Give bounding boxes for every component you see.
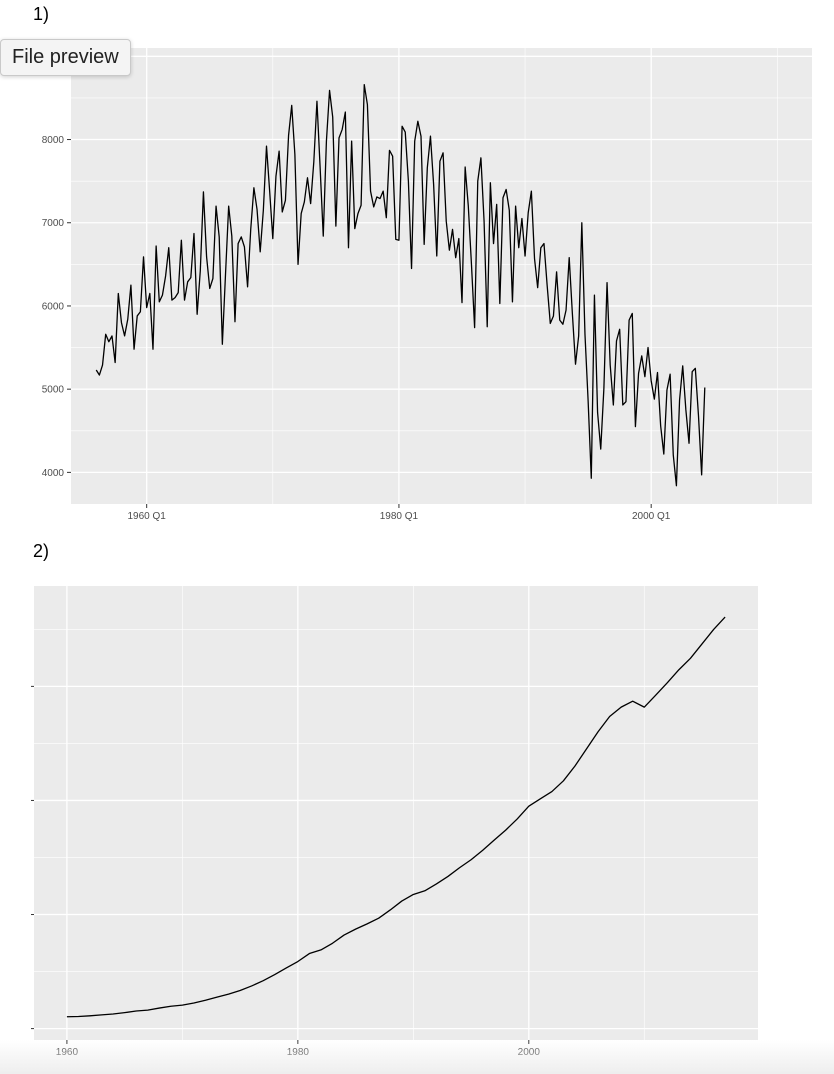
x-tick-label: 1980 Q1	[380, 511, 419, 522]
y-tick-label: 6000	[42, 301, 65, 312]
plot-2-label: 2)	[33, 541, 50, 561]
x-tick-label: 2000 Q1	[632, 511, 671, 522]
y-tick-label: 5000	[42, 385, 65, 396]
chart-1: 1960 Q1 1980 Q1 2000 Q1 4000 5000 6000 7000 800…	[42, 48, 812, 522]
file-preview-tooltip: File preview	[0, 39, 131, 76]
x-tick-label: 1980	[287, 1047, 310, 1058]
x-tick-label: 2000	[518, 1047, 541, 1058]
y-tick-label: 8000	[42, 135, 65, 146]
plot-1-label: 1)	[33, 4, 50, 24]
series-line	[95, 83, 706, 487]
y-tick-label: 7000	[42, 218, 65, 229]
y-tick-label: 4000	[42, 468, 65, 479]
chart-2: 1960 1980 2000	[31, 586, 758, 1058]
plot-panel	[34, 586, 758, 1040]
series-line	[66, 616, 726, 1018]
x-tick-label: 1960	[56, 1047, 79, 1058]
plot-panel	[71, 48, 812, 504]
x-tick-label: 1960 Q1	[127, 511, 166, 522]
